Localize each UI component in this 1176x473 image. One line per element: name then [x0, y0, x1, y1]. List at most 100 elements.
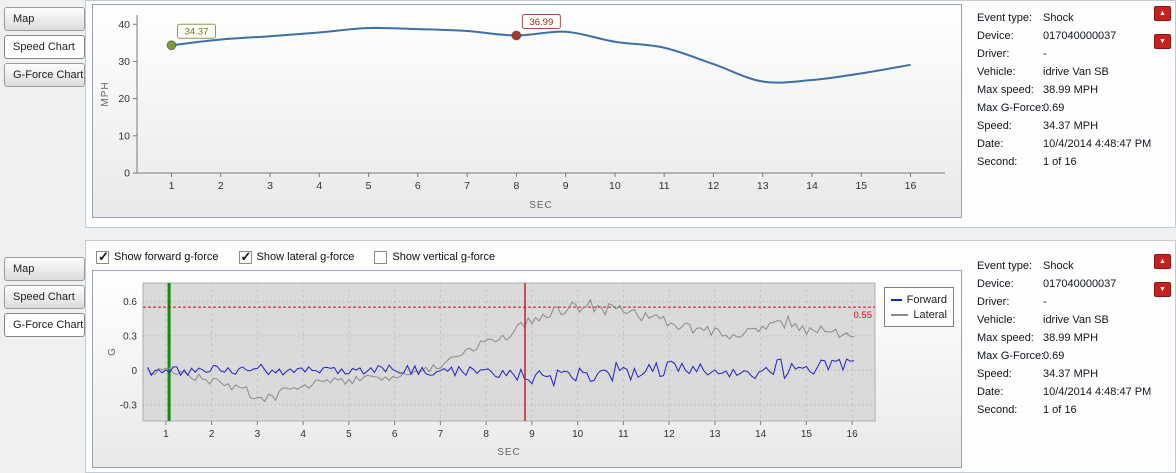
speed-x-tick-label: 9: [563, 180, 569, 192]
detail-row: Device: 017040000037: [977, 27, 1159, 45]
detail-label: Second:: [977, 404, 1018, 416]
speed-x-tick-label: 6: [415, 180, 421, 192]
detail-row: Second: 1 of 16: [977, 153, 1159, 171]
gforce-x-tick-label: 8: [483, 429, 489, 440]
gforce-x-tick-label: 3: [255, 429, 261, 440]
tab-gforce-chart[interactable]: G-Force Chart: [4, 63, 85, 87]
detail-label: Driver:: [977, 296, 1010, 308]
speed-x-tick-label: 1: [169, 180, 175, 192]
gforce-x-tick-label: 13: [709, 429, 721, 440]
detail-label: Speed:: [977, 120, 1012, 132]
gforce-x-tick-label: 12: [664, 429, 676, 440]
nav-up-icon[interactable]: ▲: [1154, 6, 1171, 21]
speed-x-tick-label: 8: [513, 180, 519, 192]
detail-value: 34.37 MPH: [1043, 368, 1099, 380]
nav-down-icon[interactable]: ▼: [1154, 282, 1171, 297]
gforce-x-tick-label: 15: [801, 429, 813, 440]
gforce-x-tick-label: 2: [209, 429, 215, 440]
detail-row: Event type: Shock: [977, 257, 1159, 275]
speed-x-tick-label: 14: [806, 180, 818, 192]
detail-value: 10/4/2014 4:48:47 PM: [1043, 138, 1152, 150]
detail-value: 0.69: [1043, 350, 1065, 362]
detail-label: Date:: [977, 138, 1004, 150]
detail-row: Max speed: 38.99 MPH: [977, 81, 1159, 99]
detail-value: 38.99 MPH: [1043, 332, 1099, 344]
marker-label: 34.37: [185, 27, 209, 38]
detail-value: Shock: [1043, 12, 1074, 24]
detail-value: 34.37 MPH: [1043, 120, 1099, 132]
gforce-x-tick-label: 5: [346, 429, 352, 440]
detail-row: Speed: 34.37 MPH: [977, 365, 1159, 383]
detail-value: 10/4/2014 4:48:47 PM: [1043, 386, 1152, 398]
checkbox-label: Show lateral g-force: [256, 251, 355, 263]
gforce-legend: Forward Lateral: [884, 287, 954, 327]
speed-chart-frame: 0 10 20 30 40 1 2 3 4 5 6 7 8 9 10 11 12 13 14 15 16 SEC MPH 34…: [92, 4, 962, 218]
detail-label: Driver:: [977, 48, 1010, 60]
detail-value: 0.69: [1043, 102, 1065, 114]
gforce-chart: -0.300.30.61 2 3 4 5 6 7 8 9 10 11 12 13 14 15 16SECG0.…: [107, 282, 876, 458]
detail-value: Shock: [1043, 260, 1074, 272]
speed-marker-2[interactable]: [511, 30, 522, 41]
speed-y-axis-title: MPH: [100, 81, 111, 106]
detail-label: Date:: [977, 386, 1004, 398]
detail-row: Max G-Force: 0.69: [977, 99, 1159, 117]
detail-row: Device: 017040000037: [977, 275, 1159, 293]
gforce-checkbox-row: Show forward g-force Show lateral g-forc…: [96, 249, 495, 265]
tab-map[interactable]: Map: [4, 257, 85, 281]
tab-speed-chart[interactable]: Speed Chart: [4, 285, 85, 309]
lateral-line-icon: [891, 313, 909, 316]
detail-value: idrive Van SB: [1043, 314, 1109, 326]
detail-label: Max speed:: [977, 332, 1034, 344]
show-vertical-gforce-checkbox[interactable]: Show vertical g-force: [374, 250, 495, 264]
gforce-x-tick-label: 14: [755, 429, 767, 440]
forward-line-icon: [891, 298, 902, 301]
speed-x-tick-label: 16: [905, 180, 917, 192]
nav-down-icon[interactable]: ▼: [1154, 34, 1171, 49]
speed-marker-1[interactable]: [166, 40, 177, 51]
detail-row: Speed: 34.37 MPH: [977, 117, 1159, 135]
gforce-y-tick-label: 0: [131, 366, 137, 377]
checkbox-icon: [96, 249, 109, 265]
detail-label: Device:: [977, 278, 1014, 290]
detail-row: Driver: -: [977, 45, 1159, 63]
marker-label-box: [521, 13, 561, 29]
tab-speed-chart[interactable]: Speed Chart: [4, 35, 85, 59]
speed-y-tick-label: 0: [124, 168, 130, 180]
tab-map[interactable]: Map: [4, 7, 85, 31]
gforce-y-tick-label: -0.3: [120, 400, 138, 411]
nav-up-icon[interactable]: ▲: [1154, 254, 1171, 269]
speed-x-tick-label: 2: [218, 180, 224, 192]
legend-entry-forward: Forward: [891, 292, 947, 307]
gforce-x-tick-label: 16: [847, 429, 859, 440]
speed-x-tick-label: 12: [708, 180, 720, 192]
detail-row: Max speed: 38.99 MPH: [977, 329, 1159, 347]
detail-label: Event type:: [977, 260, 1033, 272]
gforce-x-tick-label: 7: [438, 429, 444, 440]
speed-y-tick-label: 40: [118, 19, 130, 31]
speed-x-tick-label: 13: [757, 180, 769, 192]
speed-x-tick-label: 3: [267, 180, 273, 192]
show-lateral-gforce-checkbox[interactable]: Show lateral g-force: [238, 249, 355, 265]
legend-entry-lateral: Lateral: [891, 307, 947, 322]
detail-value: idrive Van SB: [1043, 66, 1109, 78]
tab-gforce-chart[interactable]: G-Force Chart: [4, 313, 85, 337]
lateral-gforce-line: [147, 298, 855, 403]
detail-row: Driver: -: [977, 293, 1159, 311]
speed-x-tick-label: 11: [659, 180, 670, 192]
detail-value: -: [1043, 48, 1047, 60]
detail-row: Second: 1 of 16: [977, 401, 1159, 419]
detail-row: Vehicle: idrive Van SB: [977, 63, 1159, 81]
checkbox-label: Show forward g-force: [114, 251, 219, 263]
detail-value: 017040000037: [1043, 30, 1117, 42]
detail-row: Date: 10/4/2014 4:48:47 PM: [977, 135, 1159, 153]
detail-label: Speed:: [977, 368, 1012, 380]
detail-value: 1 of 16: [1043, 156, 1077, 168]
detail-label: Max G-Force:: [977, 350, 1045, 362]
speed-panel-tabstrip: Map Speed Chart G-Force Chart: [4, 7, 85, 91]
gforce-x-tick-label: 4: [300, 429, 306, 440]
forward-gforce-line: [147, 358, 855, 388]
show-forward-gforce-checkbox[interactable]: Show forward g-force: [96, 249, 219, 265]
speed-x-tick-label: 4: [316, 180, 322, 192]
detail-label: Vehicle:: [977, 66, 1016, 78]
